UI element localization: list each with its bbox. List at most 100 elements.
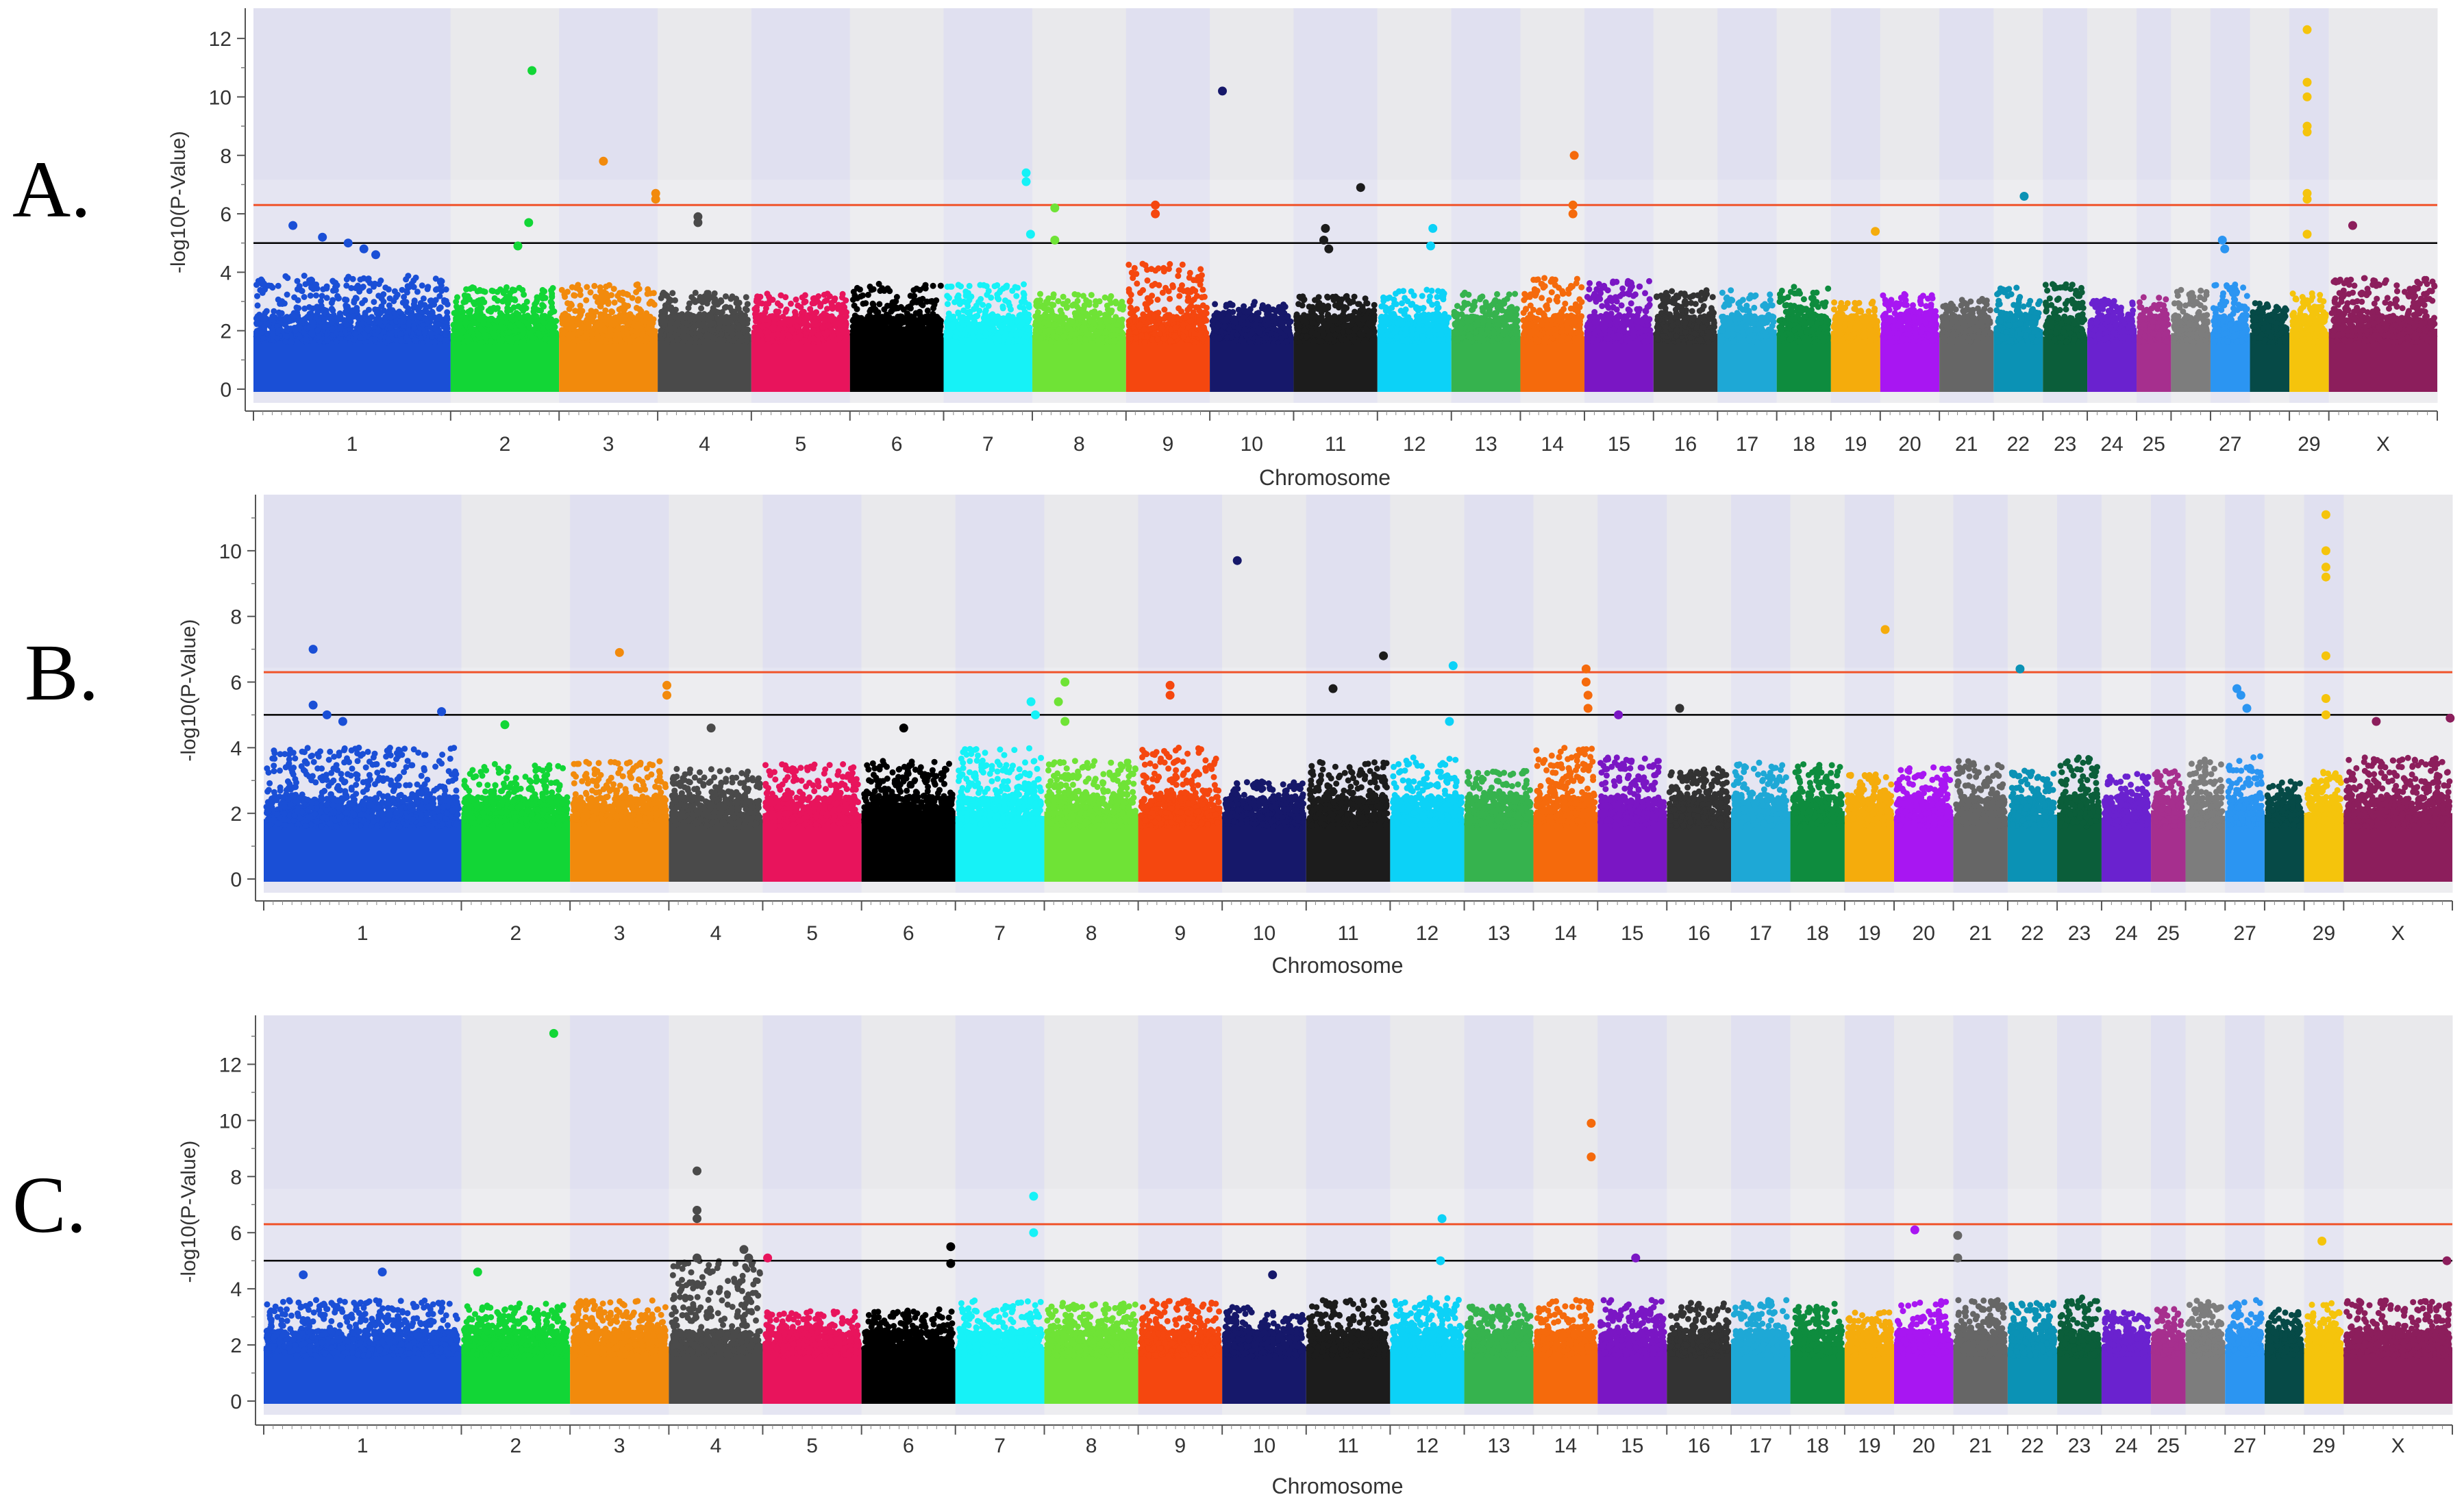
snp-point [1080,309,1086,315]
snp-point [411,325,417,331]
snp-point [736,331,743,337]
snp-point [259,330,265,336]
snp-point [366,319,372,325]
snp-point [687,316,693,322]
snp-point [364,326,371,332]
snp-point [682,314,688,320]
snp-point [301,306,308,312]
snp-point [492,325,498,331]
snp-point [466,297,473,303]
snp-point [926,327,932,333]
snp-point [801,309,807,315]
snp-point [359,285,365,291]
snp-point [314,327,321,334]
snp-point [721,337,727,343]
snp-point [377,319,383,325]
snp-point [1017,304,1023,310]
snp-point [1004,319,1010,325]
snp-point [567,331,573,337]
snp-point [548,299,554,305]
snp-point [824,306,830,312]
snp-point [1017,323,1023,329]
snp-point [945,284,951,290]
snp-point [324,295,330,301]
snp-point [541,288,547,295]
snp-point [893,321,899,327]
snp-point [534,297,540,304]
snp-point [577,287,583,293]
snp-point [549,335,556,341]
snp-point [494,318,500,324]
snp-point [613,337,619,343]
snp-point [625,303,631,309]
snp-point [949,322,956,328]
snp-point [960,308,967,314]
snp-point [634,329,640,335]
snp-point [651,290,657,296]
snp-point [1013,332,1019,338]
snp-point [988,295,994,301]
snp-point [862,336,869,342]
snp-point [301,273,308,279]
snp-point [782,294,788,300]
snp-point [1086,299,1093,306]
snp-point [962,288,969,295]
snp-point [887,330,893,336]
snp-point [706,317,712,323]
snp-point [1025,327,1032,333]
snp-point [593,308,599,314]
snp-point [392,288,398,295]
chromosome-band-shade [1293,8,1378,180]
snp-point [382,319,388,325]
snp-point [519,323,525,329]
snp-point [797,332,804,338]
snp-point [945,301,951,307]
snp-point [254,293,260,299]
snp-point [730,338,736,344]
snp-point [293,304,299,310]
snp-point [290,313,297,319]
snp-point [1055,298,1061,304]
snp-point [729,327,735,333]
chromosome-band-shade [2171,8,2211,180]
snp-point [321,316,327,322]
chromosome-band-shade [2211,8,2250,180]
snp-point [930,338,936,344]
snp-point [453,332,459,338]
snp-point [925,308,931,314]
snp-point [539,302,545,308]
snp-point [512,327,519,334]
snp-point [325,338,331,344]
snp-point [365,277,371,284]
snp-point [910,299,916,306]
snp-point [1006,339,1012,345]
snp-point [476,317,482,323]
snp-point [976,334,982,340]
snp-point [401,294,407,300]
chromosome-band-shade [1584,8,1654,180]
snp-point [366,307,372,313]
chromosome-band-shade [2329,8,2438,180]
snp-point [627,317,633,323]
snp-point [550,322,556,328]
snp-point [695,321,701,327]
snp-point [492,295,498,301]
snp-point [918,330,924,336]
snp-point [467,323,473,330]
snp-point [832,295,838,301]
snp-point [889,307,895,313]
snp-point [906,338,912,344]
snp-point [329,306,335,312]
snp-point [901,306,907,312]
snp-point [1080,293,1086,299]
snp-point [329,319,336,325]
snp-point [736,306,742,312]
snp-point [933,297,939,304]
snp-point [329,300,335,306]
snp-point [345,274,351,280]
snp-point [597,288,603,295]
snp-point [854,285,860,291]
snp-point [597,314,603,320]
snp-point [684,327,690,333]
